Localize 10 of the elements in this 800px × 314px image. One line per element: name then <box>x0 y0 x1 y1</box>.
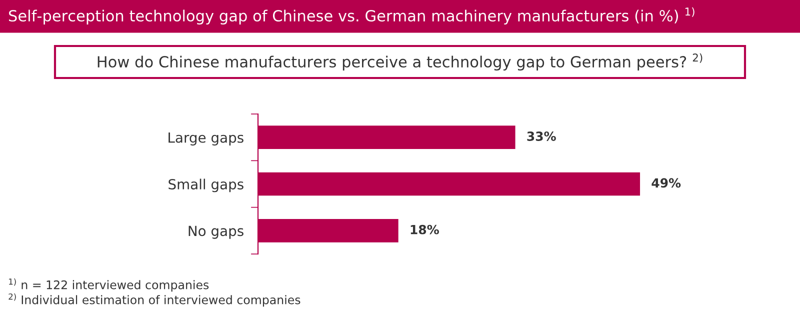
chart-subtitle: How do Chinese manufacturers perceive a technology gap to German peers? $^{2)}$ <box>98 53 702 71</box>
data-label: 33% <box>527 132 556 141</box>
data-label: 49% <box>652 178 681 188</box>
chart-title: Self-perception technology gap of Chinese vs. German machinery manufacturers (in %) $^{1)}$ <box>9 7 694 25</box>
text: $^{1)}$ n = 122 interviewed companies <box>9 278 209 292</box>
text: $^{2)}$ Individual estimation of interviewed companies <box>8 293 300 307</box>
y-tick-label: Large gaps <box>168 132 244 146</box>
data-label: 18% <box>410 224 439 234</box>
y-tick-label: No gaps <box>188 226 244 239</box>
y-tick-label: Small gaps <box>168 178 244 192</box>
